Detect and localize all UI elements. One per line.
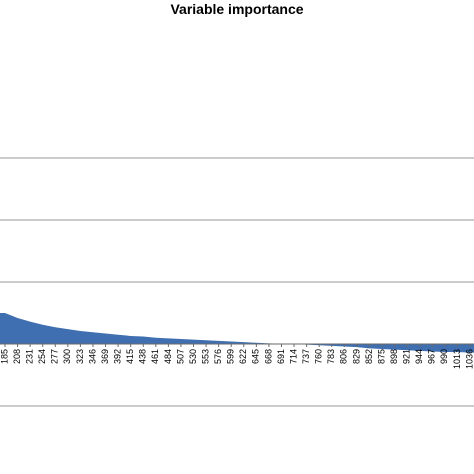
x-tick-label: 530 — [188, 349, 198, 364]
x-tick-label: 254 — [37, 349, 47, 364]
x-tick-label: 921 — [402, 349, 412, 364]
x-tick-label: 392 — [112, 349, 122, 364]
x-tick-label: 622 — [238, 349, 248, 364]
x-tick-label: 760 — [314, 349, 324, 364]
x-tick-label: 599 — [226, 349, 236, 364]
x-tick-label: 300 — [62, 349, 72, 364]
x-tick-label: 1013 — [452, 349, 462, 369]
x-tick-label: 323 — [75, 349, 85, 364]
x-tick-labels: 185 208 231 254 277 300 323 346 369 392 415 438 461 4… — [0, 344, 474, 369]
x-tick-label: 507 — [175, 349, 185, 364]
x-tick-label: 668 — [263, 349, 273, 364]
x-tick-label: 553 — [200, 349, 210, 364]
x-tick-label: 645 — [251, 349, 261, 364]
x-tick-label: 576 — [213, 349, 223, 364]
x-tick-label: 691 — [276, 349, 286, 364]
x-tick-label: 714 — [288, 349, 298, 364]
x-tick-label: 967 — [427, 349, 437, 364]
importance-area — [0, 313, 474, 353]
x-tick-label: 277 — [50, 349, 60, 364]
x-tick-label: 737 — [301, 349, 311, 364]
gridlines — [0, 157, 474, 407]
x-tick-label: 185 — [0, 349, 9, 364]
x-tick-label: 346 — [87, 349, 97, 364]
x-tick-label: 438 — [138, 349, 148, 364]
x-tick-label: 484 — [163, 349, 173, 364]
x-tick-label: 783 — [326, 349, 336, 364]
x-tick-label: 415 — [125, 349, 135, 364]
x-tick-label: 944 — [414, 349, 424, 364]
x-tick-label: 990 — [439, 349, 449, 364]
x-tick-label: 369 — [100, 349, 110, 364]
x-tick-label: 852 — [364, 349, 374, 364]
x-tick-label: 898 — [389, 349, 399, 364]
x-tick-label: 875 — [376, 349, 386, 364]
area-layer — [0, 313, 474, 353]
x-tick-label: 829 — [351, 349, 361, 364]
x-tick-label: 461 — [150, 349, 160, 364]
x-tick-label: 1036 — [464, 349, 474, 369]
x-tick-label: 208 — [12, 349, 22, 364]
chart-title: Variable importance — [170, 1, 304, 17]
x-tick-label: 231 — [25, 349, 35, 364]
x-tick-label: 806 — [339, 349, 349, 364]
